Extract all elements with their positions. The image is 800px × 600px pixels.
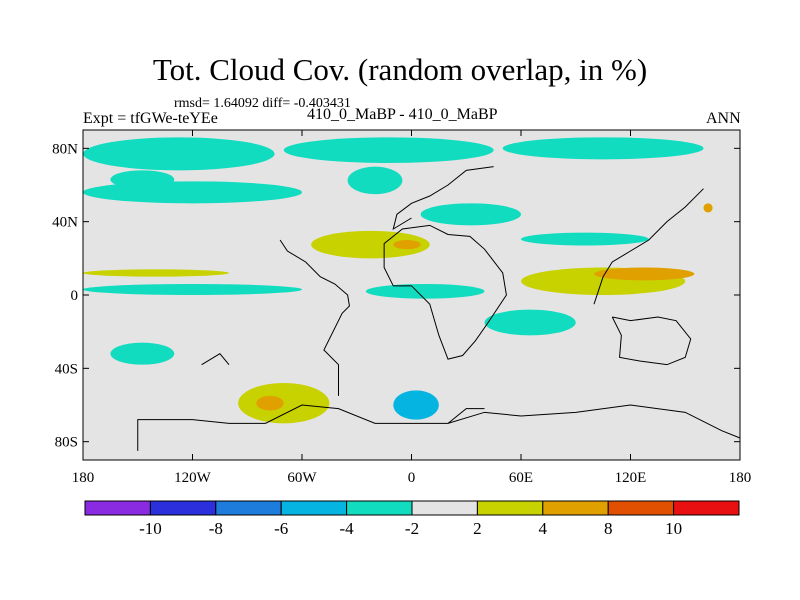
- colorbar-box: [346, 500, 413, 516]
- x-tick-label: 0: [408, 470, 416, 486]
- contour-north-africa-warm: [393, 240, 421, 250]
- season-label: ANN: [706, 110, 741, 127]
- colorbar-label: -8: [209, 519, 223, 538]
- contour-north-atlantic-blob: [347, 166, 403, 195]
- colorbar-box: [215, 500, 282, 516]
- contour-siberia-spot: [703, 203, 713, 213]
- contour-tropical-east-pacific-neg: [83, 284, 302, 295]
- colorbar-label: 4: [539, 519, 548, 538]
- x-tick-label: 180: [72, 470, 95, 486]
- colorbar-label: 10: [665, 519, 682, 538]
- colorbar-label: -4: [340, 519, 355, 538]
- contour-central-asia-strip: [521, 232, 649, 246]
- colorbar-box: [280, 500, 348, 516]
- contour-south-pacific-neg: [110, 342, 175, 365]
- x-tick-label: 120E: [615, 470, 647, 486]
- coastline-segment: [383, 224, 507, 360]
- chart-title: Tot. Cloud Cov. (random overlap, in %): [152, 52, 648, 87]
- x-tick-label: 120W: [174, 470, 212, 486]
- colorbar-label: -10: [139, 519, 162, 538]
- coastline-segment: [137, 404, 741, 451]
- colorbar-label: -2: [405, 519, 419, 538]
- contour-antarctic-neg: [393, 390, 439, 420]
- contour-south-indian-neg: [484, 309, 576, 336]
- contour-asia-midlat: [420, 203, 521, 226]
- colorbar-label: 8: [604, 519, 613, 538]
- contour-arctic-band-east: [502, 137, 704, 160]
- colorbar-box: [411, 500, 478, 516]
- colorbar-box: [149, 500, 217, 516]
- colorbar-box: [607, 500, 675, 516]
- contour-west-pacific-midlat: [83, 181, 302, 204]
- colorbar-box: [542, 500, 609, 516]
- contour-tropical-atlantic-pos: [83, 269, 229, 277]
- coastline-segment: [279, 239, 350, 396]
- x-tick-label: 60E: [509, 470, 533, 486]
- coastline-segment: [593, 188, 704, 305]
- y-tick-label: 40N: [52, 215, 78, 231]
- coastline-segment: [447, 408, 485, 424]
- contour-north-atlantic-storm: [311, 230, 430, 259]
- x-tick-label: 60W: [287, 470, 317, 486]
- experiment-label: Expt = tfGWe-teYEe: [83, 110, 218, 127]
- colorbar-label: -6: [274, 519, 288, 538]
- colorbar-box: [673, 500, 740, 516]
- coastline-segment: [611, 316, 692, 366]
- y-tick-label: 80S: [55, 435, 78, 451]
- y-tick-label: 80N: [52, 141, 78, 157]
- case-label: 410_0_MaBP - 410_0_MaBP: [307, 106, 498, 123]
- coastline-segment: [201, 353, 230, 366]
- colorbar-box: [84, 500, 151, 516]
- contour-tropical-atlantic-neg: [365, 284, 485, 299]
- stats-label: rmsd= 1.64092 diff= -0.403431: [174, 96, 351, 111]
- contour-arctic-band-central: [283, 137, 494, 164]
- y-tick-label: 40S: [55, 361, 78, 377]
- contour-southern-ocean-strong: [256, 395, 284, 411]
- colorbar-label: 2: [473, 519, 482, 538]
- contour-west-pacific-warm: [594, 267, 695, 281]
- colorbar-box: [476, 500, 544, 516]
- contour-arctic-band-west: [83, 137, 275, 171]
- x-tick-label: 180: [729, 470, 752, 486]
- coastline-segment: [392, 166, 494, 231]
- y-tick-label: 0: [71, 288, 79, 304]
